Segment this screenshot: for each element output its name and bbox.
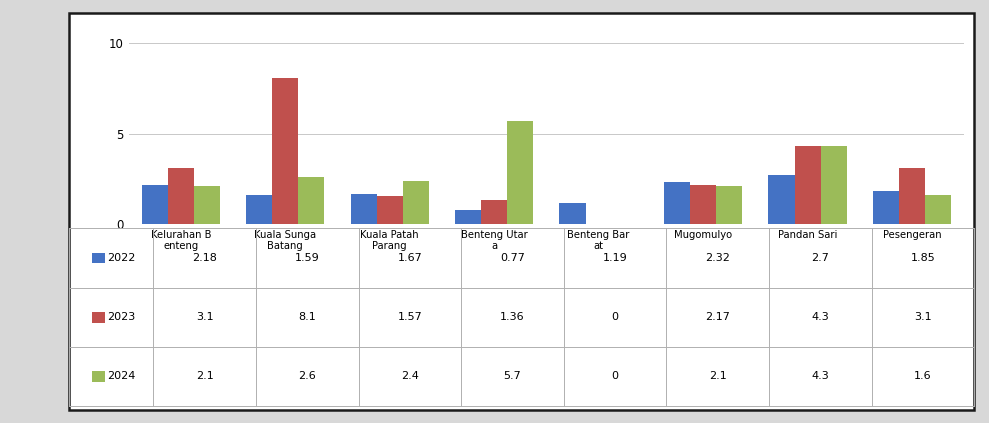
Bar	[377, 196, 403, 224]
Text: 1.36: 1.36	[500, 312, 525, 322]
Bar	[455, 210, 481, 224]
Text: 4.3: 4.3	[811, 371, 829, 382]
Text: 8.1: 8.1	[299, 312, 316, 322]
Bar	[194, 186, 220, 224]
Bar	[794, 146, 821, 224]
Bar	[716, 186, 743, 224]
Bar	[899, 168, 925, 224]
Text: 2.17: 2.17	[705, 312, 730, 322]
Text: 0.77: 0.77	[500, 253, 525, 263]
Text: 1.59: 1.59	[295, 253, 319, 263]
Bar	[481, 200, 507, 224]
Text: 2.7: 2.7	[811, 253, 829, 263]
Text: 0: 0	[611, 312, 618, 322]
Bar	[350, 194, 377, 224]
Text: 2.32: 2.32	[705, 253, 730, 263]
Text: 2022: 2022	[108, 253, 135, 263]
Text: 1.57: 1.57	[398, 312, 422, 322]
Text: 1.85: 1.85	[911, 253, 936, 263]
Text: 1.19: 1.19	[602, 253, 627, 263]
Bar	[403, 181, 429, 224]
Bar	[299, 177, 324, 224]
Text: 2.1: 2.1	[709, 371, 727, 382]
Bar	[507, 121, 533, 224]
Text: 3.1: 3.1	[196, 312, 214, 322]
Text: 2.6: 2.6	[299, 371, 316, 382]
Bar	[925, 195, 951, 224]
Text: 1.67: 1.67	[398, 253, 422, 263]
Text: 2023: 2023	[108, 312, 135, 322]
Bar	[664, 182, 690, 224]
Text: 0: 0	[611, 371, 618, 382]
Text: 4.3: 4.3	[811, 312, 829, 322]
Bar	[821, 146, 847, 224]
Bar	[168, 168, 194, 224]
Bar	[768, 176, 794, 224]
Bar	[560, 203, 585, 224]
Bar	[141, 185, 168, 224]
Text: 2024: 2024	[108, 371, 135, 382]
Bar	[246, 195, 272, 224]
Text: 2.18: 2.18	[192, 253, 217, 263]
Text: 1.6: 1.6	[914, 371, 932, 382]
Text: 3.1: 3.1	[914, 312, 932, 322]
Text: 2.1: 2.1	[196, 371, 214, 382]
Text: 2.4: 2.4	[401, 371, 418, 382]
Bar	[272, 78, 299, 224]
Bar	[873, 191, 899, 224]
Text: 5.7: 5.7	[503, 371, 521, 382]
Bar	[690, 185, 716, 224]
